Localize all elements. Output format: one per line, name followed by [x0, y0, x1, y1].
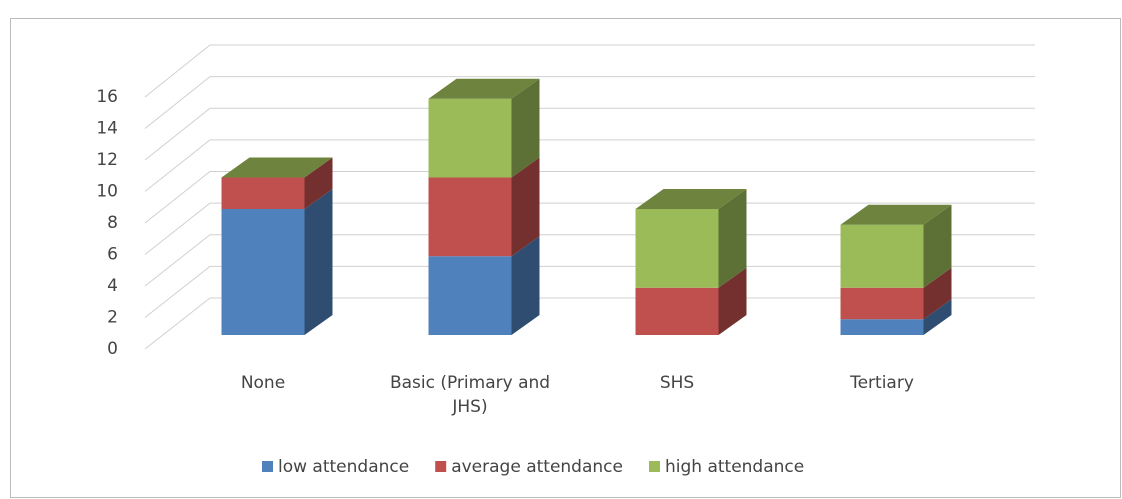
bar-top [428, 78, 540, 99]
bar [635, 209, 719, 288]
legend-swatch [262, 461, 273, 472]
bar-side [304, 157, 333, 209]
bar [840, 287, 924, 320]
grid-line [144, 234, 1035, 287]
bar-side [718, 189, 747, 288]
y-tick-label: 2 [107, 308, 118, 328]
bar-top [840, 204, 952, 225]
bar [221, 177, 305, 209]
grid-line [144, 297, 1035, 350]
x-tick-label: None [240, 373, 286, 393]
x-tick-label: Basic (Primary and JHS) [389, 373, 551, 417]
grid-line [144, 202, 1035, 255]
bar-side [511, 157, 540, 257]
legend-label: high attendance [665, 457, 804, 477]
y-tick-label: 10 [96, 182, 118, 202]
bar [840, 319, 924, 335]
legend-swatch [435, 461, 447, 472]
bar-side [304, 189, 333, 335]
legend-label: average attendance [451, 457, 623, 477]
y-tick-label: 4 [107, 276, 118, 296]
bar [840, 224, 924, 288]
y-tick-label: 6 [107, 245, 118, 265]
bar [428, 177, 512, 257]
bar-top [221, 157, 333, 178]
y-tick-label: 14 [96, 119, 118, 139]
y-tick-label: 0 [107, 339, 118, 359]
bar-side [511, 78, 540, 178]
y-tick-label: 16 [96, 87, 118, 107]
grid-line [144, 44, 1035, 98]
bar-side [923, 204, 952, 288]
grid-line [144, 107, 1035, 161]
grid-line [144, 265, 1035, 318]
legend-label: low attendance [278, 457, 409, 477]
bar-side [923, 299, 952, 335]
chart-frame [10, 18, 1121, 498]
bar [428, 98, 512, 178]
bar [221, 209, 305, 335]
bar-side [511, 236, 540, 335]
bar [428, 256, 512, 335]
grid-line [144, 76, 1035, 129]
x-tick-label: Tertiary [850, 373, 914, 393]
grid-line [144, 139, 1035, 192]
x-tick-label: SHS [659, 373, 695, 393]
legend-swatch [648, 461, 660, 472]
y-tick-label: 8 [107, 213, 118, 233]
bar-side [923, 267, 952, 320]
bar [635, 287, 719, 335]
bar-top [635, 189, 747, 209]
bar-side [718, 267, 747, 335]
y-tick-label: 12 [96, 150, 118, 170]
grid-line [144, 171, 1035, 224]
